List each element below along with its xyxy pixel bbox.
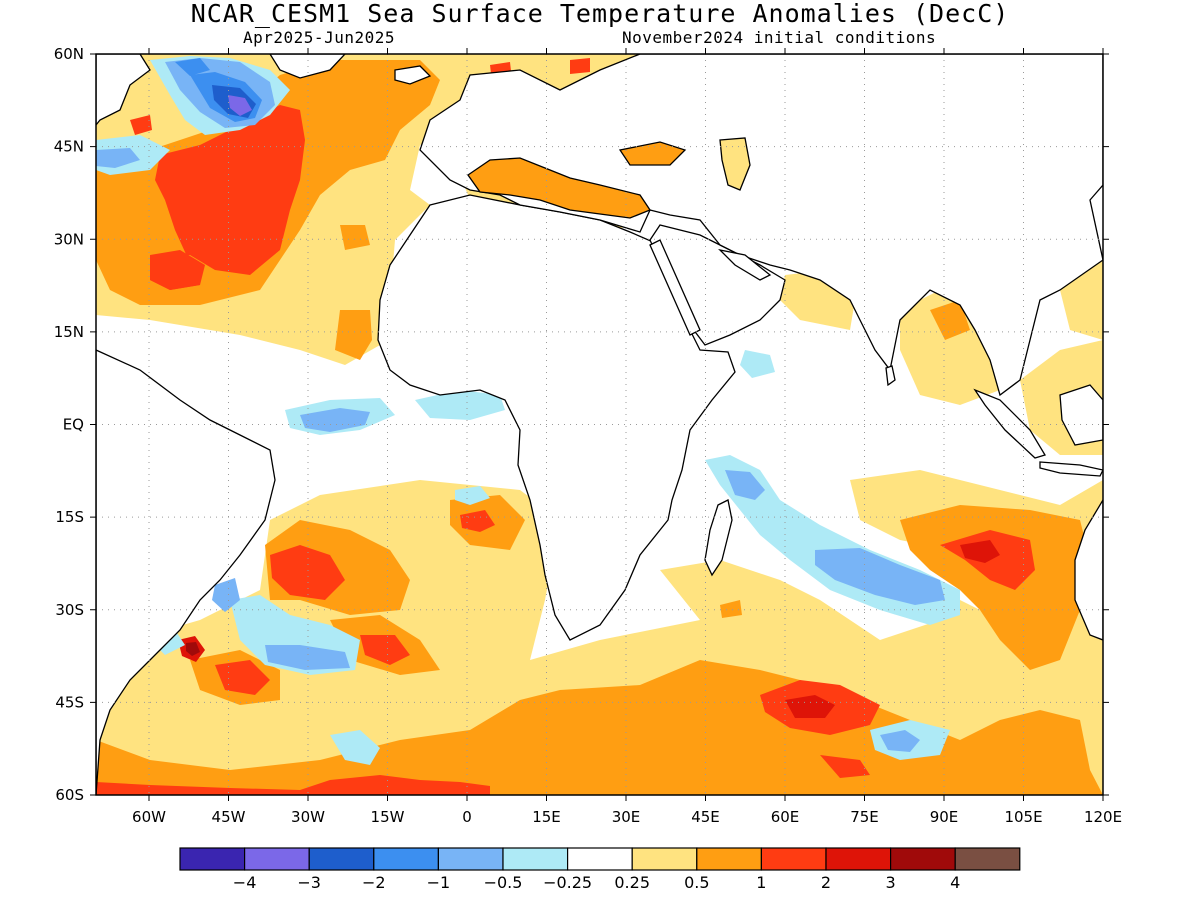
sri-lanka-coastline bbox=[885, 365, 896, 387]
colorbar-swatch bbox=[308, 847, 375, 871]
colorbar-label: 4 bbox=[950, 873, 960, 892]
lon-tick-label: 45E bbox=[691, 808, 720, 826]
lon-tick-label: 90E bbox=[930, 808, 959, 826]
lon-tick-label: 30W bbox=[291, 808, 325, 826]
strong-warm-layer bbox=[96, 58, 1035, 795]
australia-coastline bbox=[1074, 498, 1103, 641]
colorbar-swatch bbox=[566, 847, 633, 871]
colorbar-swatch bbox=[889, 847, 956, 871]
colorbar-label: 0.5 bbox=[684, 873, 709, 892]
lat-tick-label: 15S bbox=[55, 508, 84, 526]
south-america-coastline bbox=[96, 349, 276, 795]
colorbar: −4 −3 −2 −1 −0.5 −0.25 0.25 0.5 1 2 3 4 bbox=[179, 847, 1021, 892]
lat-tick-label: 45N bbox=[54, 138, 84, 156]
caspian-sea bbox=[719, 137, 751, 191]
black-sea bbox=[618, 141, 687, 166]
colorbar-swatch bbox=[179, 847, 246, 871]
iceland-coastline bbox=[394, 65, 432, 85]
lon-tick-label: 15W bbox=[371, 808, 405, 826]
madagascar-coastline bbox=[704, 499, 733, 577]
colorbar-swatch bbox=[502, 847, 569, 871]
axes: 60N 45N 30N 15N EQ 15S 30S 45S 60S 60W 45W 30W 15W 0 1… bbox=[54, 45, 1122, 826]
colorbar-label: −0.5 bbox=[484, 873, 523, 892]
colorbar-swatch bbox=[244, 847, 310, 871]
extreme-cool-layer bbox=[228, 95, 252, 116]
colorbar-swatch bbox=[954, 847, 1021, 871]
lat-tick-label: 30S bbox=[55, 601, 84, 619]
colorbar-label: 1 bbox=[756, 873, 766, 892]
colorbar-label: −1 bbox=[427, 873, 451, 892]
lon-tick-label: 15E bbox=[532, 808, 561, 826]
initial-conditions: November2024 initial conditions bbox=[622, 28, 937, 47]
mediterranean-sea bbox=[467, 157, 651, 219]
java-coastline bbox=[1039, 461, 1103, 477]
lat-tick-label: 60N bbox=[54, 45, 84, 63]
lon-tick-label: 60W bbox=[132, 808, 166, 826]
persian-gulf bbox=[718, 248, 772, 281]
colorbar-label: 2 bbox=[821, 873, 831, 892]
lon-tick-label: 105E bbox=[1004, 808, 1042, 826]
colorbar-label: 3 bbox=[886, 873, 896, 892]
colorbar-swatch bbox=[760, 847, 827, 871]
colorbar-swatch bbox=[437, 847, 504, 871]
map-title: NCAR_CESM1 Sea Surface Temperature Anoma… bbox=[190, 0, 1010, 28]
lat-tick-label: 15N bbox=[54, 323, 84, 341]
lat-tick-label: EQ bbox=[63, 416, 84, 434]
lon-tick-label: 75E bbox=[850, 808, 879, 826]
lat-tick-label: 60S bbox=[55, 786, 84, 804]
colorbar-swatch bbox=[696, 847, 762, 871]
lon-tick-label: 120E bbox=[1084, 808, 1122, 826]
colorbar-label: −3 bbox=[297, 873, 321, 892]
lon-tick-label: 30E bbox=[612, 808, 641, 826]
colorbar-swatch bbox=[373, 847, 439, 871]
colorbar-swatch bbox=[631, 847, 698, 871]
colorbar-label: −2 bbox=[362, 873, 386, 892]
borneo-coastline bbox=[1059, 384, 1103, 446]
lat-tick-label: 45S bbox=[55, 693, 84, 711]
sumatra-coastline bbox=[973, 388, 1046, 459]
colorbar-swatch bbox=[825, 847, 892, 871]
lat-tick-label: 30N bbox=[54, 230, 84, 248]
colorbar-label: 0.25 bbox=[614, 873, 650, 892]
eurasia-coastline bbox=[419, 54, 1103, 397]
lon-tick-label: 0 bbox=[462, 808, 472, 826]
extreme-warm-layer bbox=[186, 642, 200, 656]
forecast-period: Apr2025-Jun2025 bbox=[243, 28, 395, 47]
red-sea bbox=[649, 239, 701, 336]
lon-tick-label: 45W bbox=[212, 808, 246, 826]
lon-tick-label: 60E bbox=[771, 808, 800, 826]
colorbar-label: −0.25 bbox=[543, 873, 592, 892]
colorbar-label: −4 bbox=[233, 873, 257, 892]
